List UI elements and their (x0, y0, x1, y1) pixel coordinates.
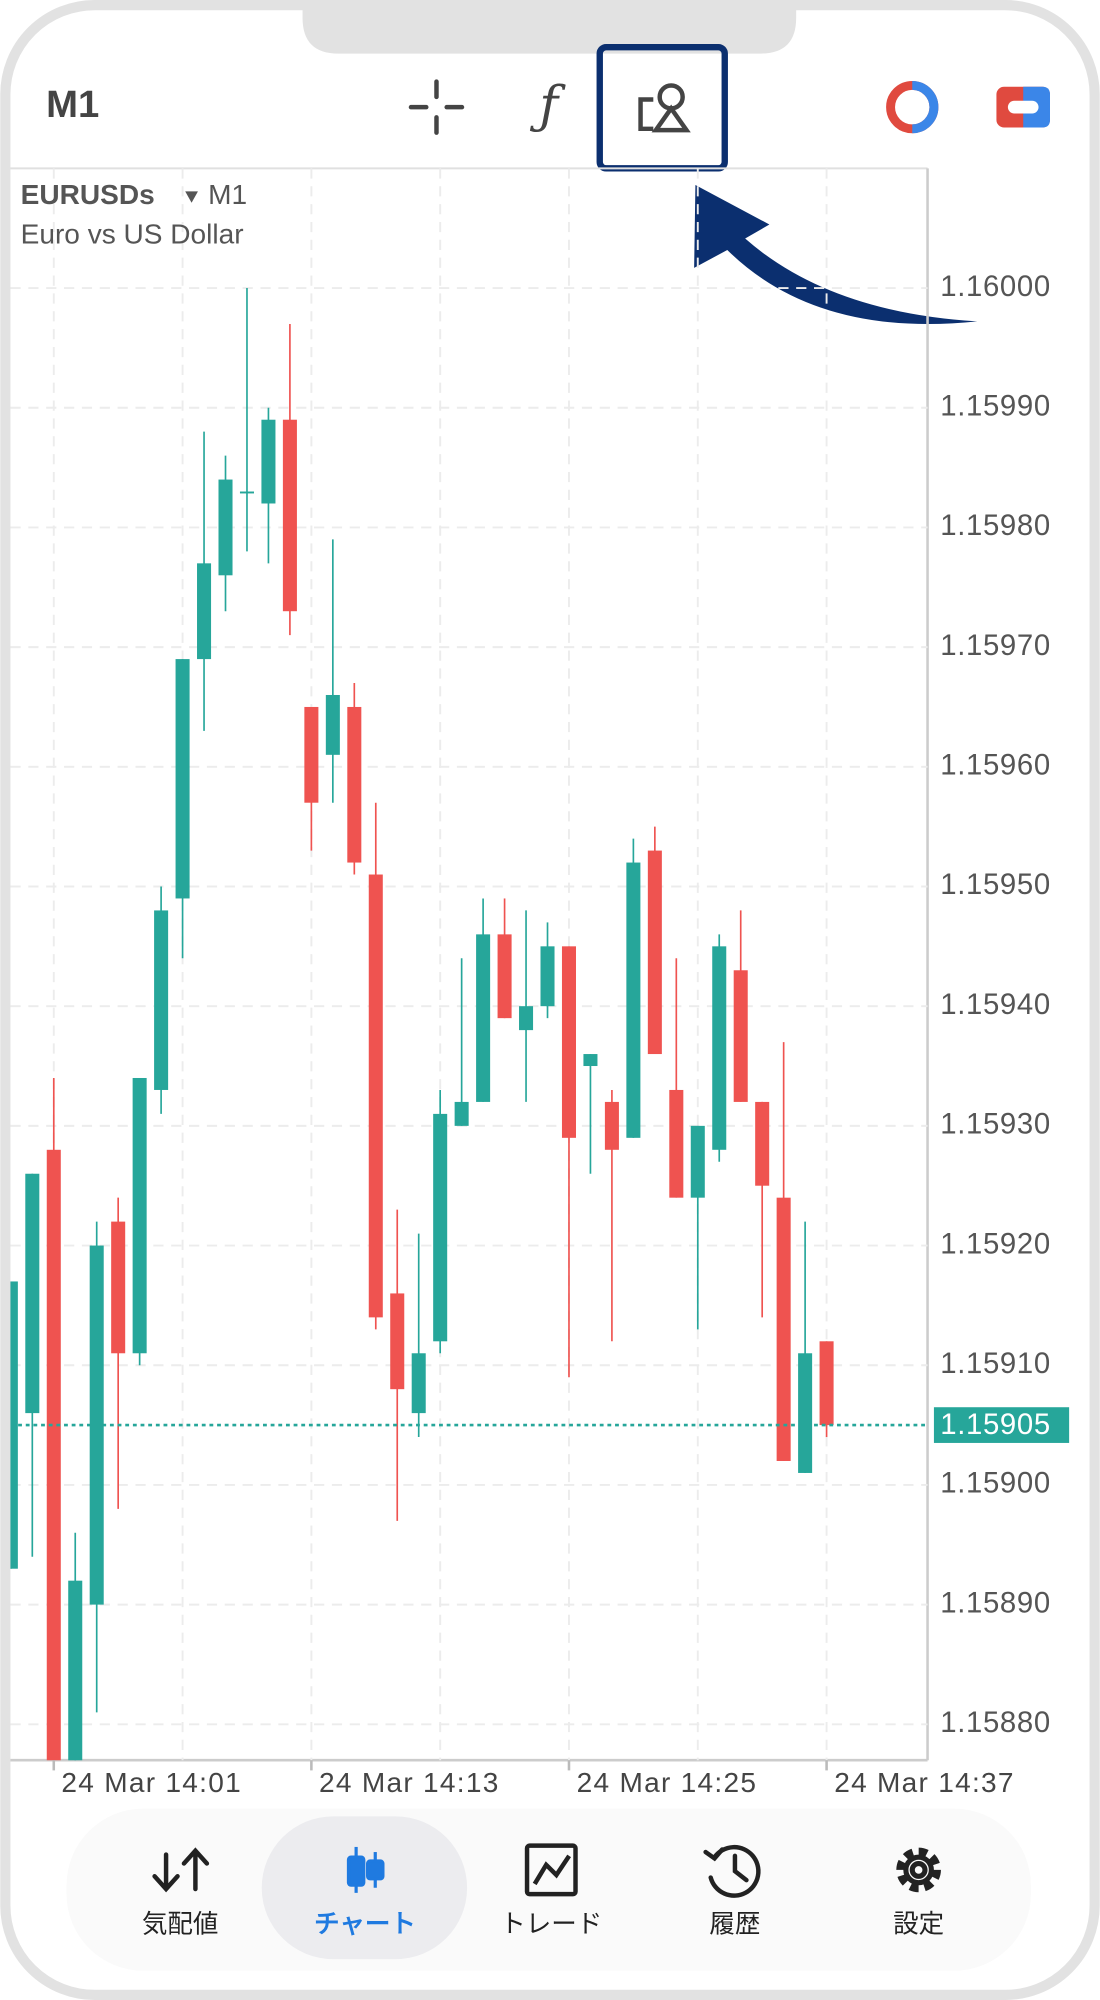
one-click-icon[interactable] (996, 86, 1050, 128)
candle-body (68, 1580, 83, 1761)
y-tick-label: 1.15990 (940, 389, 1050, 422)
nav-label[interactable]: 気配値 (142, 1911, 219, 1939)
x-tick-label: 24 Mar 14:13 (319, 1767, 500, 1798)
candle-body (476, 934, 491, 1102)
candle-body (583, 1054, 598, 1067)
y-tick-label: 1.15910 (940, 1347, 1050, 1380)
axis-labels: 1.15880 1.15890 1.15900 1.15910 1.15920 1.159… (52, 270, 1070, 1798)
y-tick-label: 1.15970 (940, 629, 1050, 662)
candle-body (669, 1089, 684, 1198)
candle-body (347, 706, 362, 863)
trade-signal-icon[interactable] (886, 80, 939, 134)
candle-body (733, 970, 748, 1102)
dropdown-icon (185, 191, 198, 203)
x-tick-label: 24 Mar 14:37 (834, 1767, 1015, 1798)
nav-label[interactable]: トレード (500, 1911, 602, 1939)
last-price-box (933, 1407, 1070, 1443)
y-tick-label: 1.15930 (940, 1108, 1050, 1141)
candle-body (175, 659, 190, 899)
crosshair-button[interactable] (408, 79, 465, 135)
nav-label[interactable]: 設定 (893, 1911, 944, 1939)
candle-body (604, 1101, 619, 1150)
candle-body (197, 563, 212, 660)
nav-label[interactable]: 履歴 (709, 1911, 760, 1939)
candle-body (325, 694, 340, 755)
grid (10, 168, 928, 1761)
nav-chart[interactable] (346, 1846, 385, 1893)
x-tick-label: 24 Mar 14:25 (577, 1767, 758, 1798)
y-tick-label: 1.15940 (940, 988, 1050, 1021)
candle-body (626, 862, 641, 1138)
nav-trade[interactable] (524, 1843, 578, 1897)
x-tick-label: 24 Mar 14:01 (61, 1767, 242, 1798)
nav-quotes[interactable] (152, 1847, 210, 1893)
candle-body (25, 1173, 40, 1414)
notch (302, 5, 797, 54)
candle-body (111, 1221, 126, 1354)
chart-timeframe: M1 (208, 179, 247, 210)
candle-body (433, 1113, 448, 1342)
candle-body (261, 419, 276, 504)
candle-body (712, 946, 727, 1150)
nav-history[interactable] (703, 1844, 761, 1898)
y-tick-label: 1.15890 (940, 1586, 1050, 1619)
y-tick-label: 1.15960 (940, 749, 1050, 782)
timeframe[interactable]: M1 (46, 83, 99, 126)
candle-body (497, 934, 512, 1019)
candle-body (304, 706, 319, 803)
candle-body (46, 1149, 61, 1761)
candles (10, 288, 928, 1761)
candle-body (561, 946, 576, 1138)
pointer-arrow (694, 184, 978, 325)
candle-body (218, 479, 233, 576)
candle-body (647, 850, 662, 1055)
candle-body (368, 874, 383, 1318)
symbol[interactable]: EURUSDs (21, 179, 155, 210)
candle-body (540, 946, 555, 1007)
candle-body (690, 1125, 705, 1198)
y-tick-label: 1.15920 (940, 1227, 1050, 1260)
y-tick-label: 1.15980 (940, 509, 1050, 542)
candle-body (239, 491, 254, 494)
nav-selected (261, 1816, 468, 1960)
candle-body (132, 1077, 147, 1354)
candle-body (519, 1006, 534, 1031)
nav-labels: 気配値 チャート トレード 履歴 設定 (142, 1911, 944, 1939)
last-price-label: 1.15905 (940, 1408, 1050, 1441)
y-tick-label: 1.15950 (940, 868, 1050, 901)
candle-body (454, 1101, 469, 1126)
candle-body (282, 419, 297, 612)
candle-body (798, 1353, 813, 1473)
candle-body (776, 1197, 791, 1461)
candle-body (154, 910, 169, 1090)
y-tick-label: 1.16000 (940, 270, 1050, 303)
nav-settings[interactable] (896, 1847, 941, 1893)
y-tick-label: 1.15900 (940, 1467, 1050, 1500)
candle-body (755, 1101, 770, 1186)
y-tick-label: 1.15880 (940, 1706, 1050, 1739)
nav-label[interactable]: チャート (314, 1911, 416, 1939)
nav-bar (66, 1808, 1031, 1971)
symbol-description: Euro vs US Dollar (21, 218, 244, 249)
candle-body (819, 1341, 834, 1426)
objects-button[interactable] (638, 83, 691, 133)
candle-body (411, 1353, 426, 1414)
candle-body (390, 1293, 405, 1390)
